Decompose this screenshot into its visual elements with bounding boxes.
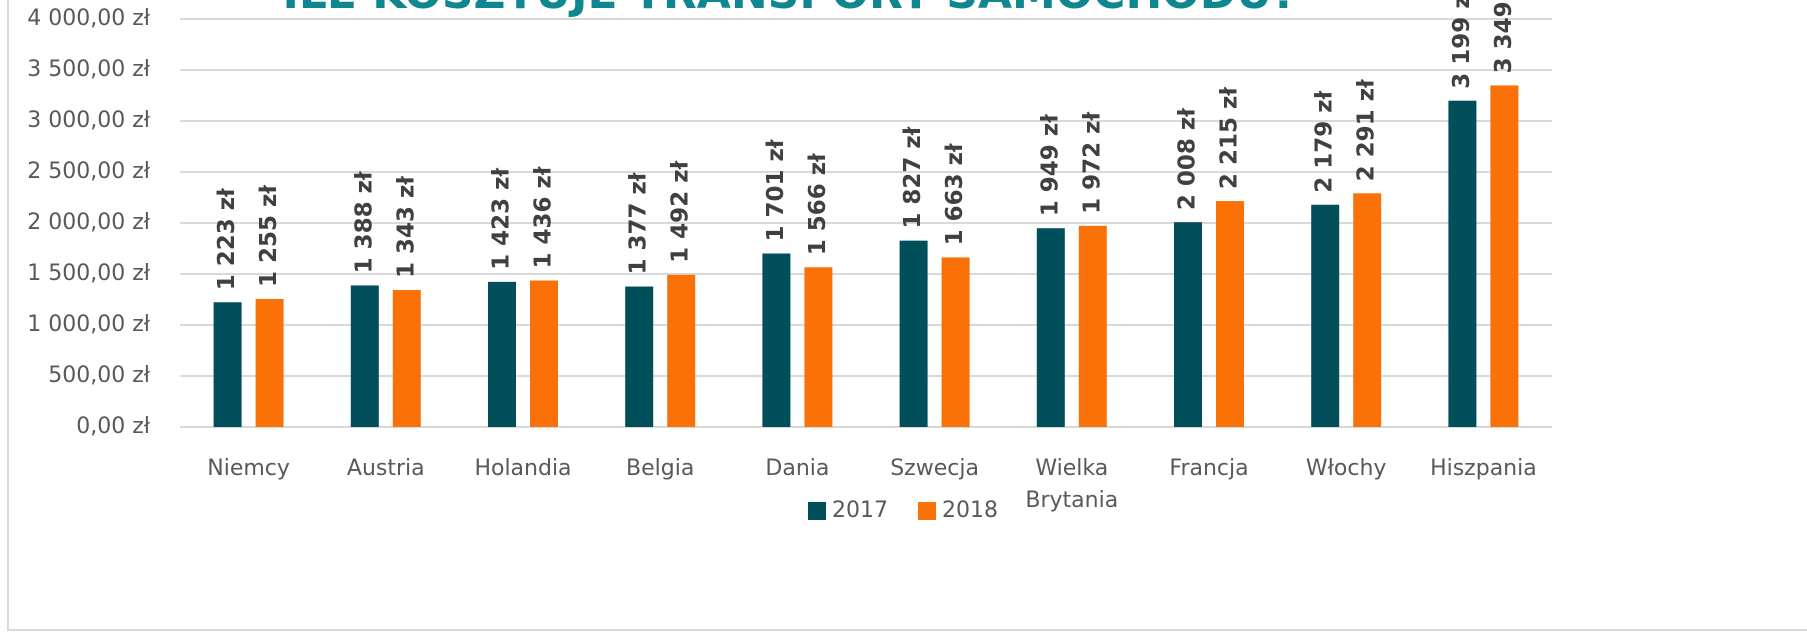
x-tick-label: Szwecja bbox=[890, 456, 979, 481]
chart-frame bbox=[7, 0, 1807, 631]
data-label: 1 827 zł bbox=[900, 126, 926, 228]
bar bbox=[1078, 225, 1107, 427]
data-label: 1 377 zł bbox=[626, 172, 652, 274]
bar bbox=[899, 240, 928, 427]
x-tick-label: Hiszpania bbox=[1430, 456, 1537, 481]
bar bbox=[255, 298, 284, 427]
x-tick-label: Holandia bbox=[474, 456, 572, 481]
bar bbox=[392, 290, 421, 427]
x-tick-label: Dania bbox=[765, 456, 830, 481]
data-label: 3 199 zł bbox=[1449, 0, 1475, 89]
x-tick-label: Belgia bbox=[626, 456, 695, 481]
legend-swatch bbox=[918, 502, 936, 520]
bar bbox=[625, 286, 654, 427]
bar bbox=[530, 280, 558, 427]
data-label: 1 436 zł bbox=[531, 166, 557, 268]
data-label: 2 179 zł bbox=[1312, 90, 1338, 192]
data-label: 2 291 zł bbox=[1354, 79, 1380, 181]
y-tick-label: 3 500,00 zł bbox=[27, 57, 151, 82]
data-label: 1 223 zł bbox=[214, 188, 240, 290]
bar bbox=[1036, 228, 1065, 427]
bar bbox=[667, 274, 696, 427]
y-tick-label: 0,00 zł bbox=[76, 414, 151, 439]
y-tick-label: 4 000,00 zł bbox=[27, 6, 151, 31]
chart-title: ILE KOSZTUJE TRANSPORT SAMOCHODU? bbox=[283, 0, 1298, 19]
bar bbox=[213, 302, 242, 427]
data-label: 1 255 zł bbox=[256, 185, 282, 287]
x-tick-label: Niemcy bbox=[207, 456, 290, 481]
y-tick-label: 500,00 zł bbox=[48, 363, 151, 388]
bar bbox=[1353, 193, 1382, 427]
y-tick-label: 1 000,00 zł bbox=[27, 312, 151, 337]
legend-label: 2017 bbox=[832, 498, 888, 523]
bar bbox=[350, 285, 379, 427]
y-tick-label: 2 000,00 zł bbox=[27, 210, 151, 235]
data-label: 1 388 zł bbox=[351, 171, 377, 273]
x-tick-label: Wielka Brytania bbox=[1025, 456, 1119, 513]
bar bbox=[488, 281, 516, 427]
bar bbox=[1448, 100, 1477, 428]
x-tick-label: Francja bbox=[1169, 456, 1249, 481]
bar bbox=[1174, 222, 1202, 427]
data-label: 1 949 zł bbox=[1037, 114, 1063, 216]
y-tick-label: 2 500,00 zł bbox=[27, 159, 151, 184]
data-label: 2 008 zł bbox=[1175, 108, 1201, 210]
data-label: 1 701 zł bbox=[763, 139, 789, 241]
data-label: 1 492 zł bbox=[668, 160, 694, 262]
y-tick-label: 1 500,00 zł bbox=[27, 261, 151, 286]
bar bbox=[804, 267, 833, 427]
bar bbox=[941, 257, 970, 427]
bar bbox=[1216, 201, 1244, 427]
data-label: 1 343 zł bbox=[393, 176, 419, 278]
data-label: 1 423 zł bbox=[489, 167, 515, 269]
data-label: 1 972 zł bbox=[1079, 111, 1105, 213]
x-tick-label: Włochy bbox=[1305, 456, 1387, 481]
y-tick-label: 3 000,00 zł bbox=[27, 108, 151, 133]
bar bbox=[1490, 85, 1519, 427]
legend-swatch bbox=[808, 502, 826, 520]
data-label: 2 215 zł bbox=[1217, 87, 1243, 189]
data-label: 1 566 zł bbox=[805, 153, 831, 255]
bar bbox=[1311, 204, 1340, 427]
legend-label: 2018 bbox=[942, 498, 998, 523]
x-tick-label: Austria bbox=[346, 456, 425, 481]
data-label: 1 663 zł bbox=[942, 143, 968, 245]
bar bbox=[762, 253, 791, 427]
data-label: 3 349 zł bbox=[1491, 0, 1517, 73]
